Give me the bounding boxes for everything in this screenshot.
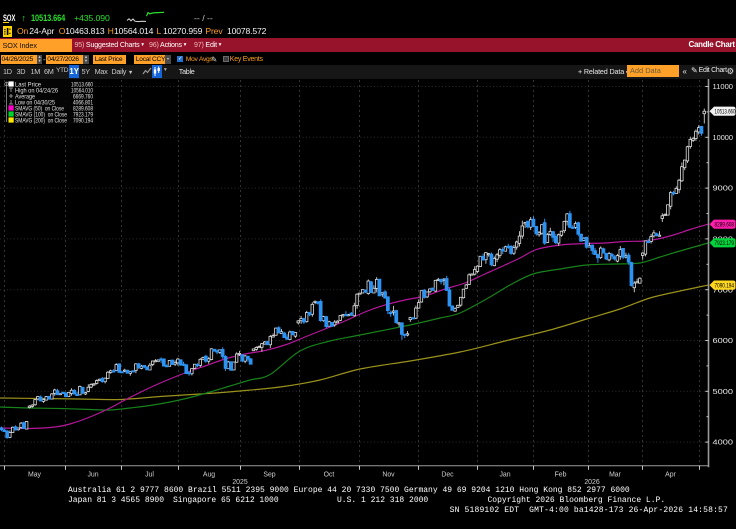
svg-text:10000: 10000 (713, 133, 734, 142)
svg-text:SMAVG (100) on Close: SMAVG (100) on Close (15, 111, 67, 118)
svg-text:SMAVG (50) on Close: SMAVG (50) on Close (15, 105, 64, 112)
svg-text:Nov: Nov (382, 471, 395, 478)
svg-text:Jun: Jun (87, 471, 98, 478)
svg-text:7000: 7000 (713, 285, 734, 294)
svg-text:5000: 5000 (713, 387, 734, 396)
svg-text:10513.660: 10513.660 (71, 81, 93, 88)
svg-text:Oct: Oct (324, 471, 335, 478)
svg-text:2025: 2025 (232, 479, 247, 485)
svg-text:9000: 9000 (713, 184, 734, 193)
svg-text:SMAVG (200) on Close: SMAVG (200) on Close (15, 117, 67, 124)
svg-text:6000: 6000 (713, 336, 734, 345)
svg-text:11000: 11000 (713, 82, 734, 91)
svg-text:Aug: Aug (203, 471, 215, 478)
svg-text:10513.660: 10513.660 (715, 109, 736, 116)
svg-text:4000: 4000 (713, 438, 734, 447)
svg-text:Sep: Sep (263, 471, 275, 478)
svg-text:6669.760: 6669.760 (73, 93, 93, 100)
svg-text:Average: Average (15, 93, 35, 100)
svg-text:Dec: Dec (441, 471, 454, 478)
svg-text:High on 04/24/26: High on 04/24/26 (15, 87, 58, 94)
svg-text:2026: 2026 (584, 479, 599, 485)
svg-text:Mar: Mar (609, 471, 622, 478)
svg-text:8289.608: 8289.608 (73, 105, 93, 112)
svg-text:Last Price: Last Price (15, 81, 41, 88)
svg-text:8289.608: 8289.608 (715, 222, 735, 229)
svg-text:4066.801: 4066.801 (73, 99, 93, 106)
svg-text:7090.194: 7090.194 (73, 117, 93, 124)
svg-text:May: May (28, 471, 42, 478)
svg-text:10564.010: 10564.010 (71, 87, 93, 94)
svg-text:7923.179: 7923.179 (715, 240, 735, 247)
svg-text:7090.194: 7090.194 (715, 283, 735, 290)
svg-text:7923.179: 7923.179 (73, 111, 93, 118)
svg-text:Apr: Apr (665, 471, 676, 478)
svg-text:Low on 04/30/25: Low on 04/30/25 (15, 99, 55, 106)
svg-text:Feb: Feb (555, 471, 567, 478)
svg-text:Jan: Jan (499, 471, 510, 478)
svg-text:Jul: Jul (145, 471, 154, 478)
